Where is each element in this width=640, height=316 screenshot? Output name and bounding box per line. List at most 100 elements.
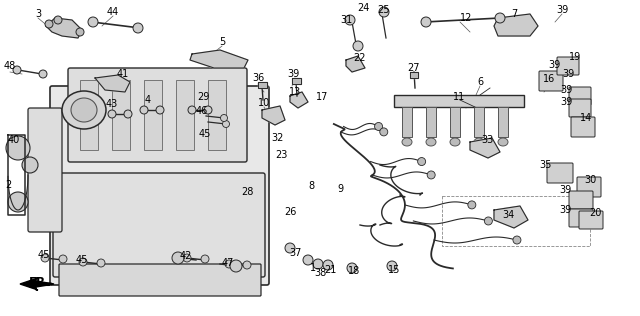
Circle shape xyxy=(345,15,355,25)
Bar xyxy=(402,107,412,137)
Polygon shape xyxy=(190,50,248,68)
Text: 10: 10 xyxy=(258,98,270,108)
FancyBboxPatch shape xyxy=(569,191,593,209)
Text: 11: 11 xyxy=(453,92,465,102)
FancyBboxPatch shape xyxy=(557,57,579,75)
Text: 21: 21 xyxy=(324,265,336,275)
Text: 3: 3 xyxy=(35,9,41,19)
Circle shape xyxy=(76,28,84,36)
Text: 25: 25 xyxy=(377,5,389,15)
FancyBboxPatch shape xyxy=(68,68,247,162)
Polygon shape xyxy=(292,78,301,84)
Text: 38: 38 xyxy=(314,268,326,278)
Polygon shape xyxy=(494,14,538,36)
Circle shape xyxy=(379,7,389,17)
Circle shape xyxy=(387,261,397,271)
Ellipse shape xyxy=(71,98,97,122)
Bar xyxy=(394,95,524,107)
Text: 42: 42 xyxy=(180,251,192,261)
Circle shape xyxy=(313,259,323,269)
Bar xyxy=(208,80,226,150)
Text: 15: 15 xyxy=(388,265,400,275)
Text: 17: 17 xyxy=(316,92,328,102)
Text: 39: 39 xyxy=(562,69,574,79)
Circle shape xyxy=(380,128,388,136)
Circle shape xyxy=(45,20,53,28)
Ellipse shape xyxy=(450,138,460,146)
Text: 31: 31 xyxy=(340,15,352,25)
Text: 2: 2 xyxy=(5,180,11,190)
Circle shape xyxy=(230,260,242,272)
Text: 4: 4 xyxy=(145,95,151,105)
Text: 45: 45 xyxy=(38,250,50,260)
Circle shape xyxy=(108,110,116,118)
Ellipse shape xyxy=(62,91,106,129)
FancyBboxPatch shape xyxy=(539,71,563,91)
Polygon shape xyxy=(290,92,308,108)
Circle shape xyxy=(188,106,196,114)
FancyBboxPatch shape xyxy=(53,173,265,277)
Circle shape xyxy=(427,171,435,179)
Bar xyxy=(498,107,508,137)
Text: 19: 19 xyxy=(569,52,581,62)
Circle shape xyxy=(133,23,143,33)
Text: 9: 9 xyxy=(337,184,343,194)
Text: 47: 47 xyxy=(222,258,234,268)
Text: 8: 8 xyxy=(308,181,314,191)
Circle shape xyxy=(513,236,521,244)
Circle shape xyxy=(79,258,87,266)
Circle shape xyxy=(418,158,426,166)
Text: 33: 33 xyxy=(481,135,493,145)
Text: 24: 24 xyxy=(357,3,369,13)
Text: 34: 34 xyxy=(502,210,514,220)
Circle shape xyxy=(156,106,164,114)
Circle shape xyxy=(124,110,132,118)
Text: 48: 48 xyxy=(4,61,16,71)
FancyArrowPatch shape xyxy=(29,282,49,288)
Text: 5: 5 xyxy=(219,37,225,47)
Circle shape xyxy=(97,259,105,267)
Text: 6: 6 xyxy=(477,77,483,87)
Bar xyxy=(474,107,484,137)
Text: 22: 22 xyxy=(353,53,365,63)
FancyBboxPatch shape xyxy=(59,264,261,296)
Text: 39: 39 xyxy=(559,205,571,215)
Text: 1: 1 xyxy=(310,263,316,273)
Text: 29: 29 xyxy=(197,92,209,102)
Text: 30: 30 xyxy=(584,175,596,185)
Text: 23: 23 xyxy=(275,150,287,160)
Text: 7: 7 xyxy=(511,9,517,19)
Text: 39: 39 xyxy=(560,97,572,107)
Circle shape xyxy=(303,255,313,265)
Text: 12: 12 xyxy=(460,13,472,23)
Text: 39: 39 xyxy=(560,85,572,95)
Circle shape xyxy=(347,263,357,273)
Bar xyxy=(450,107,460,137)
Circle shape xyxy=(353,41,363,51)
Circle shape xyxy=(221,114,227,121)
Polygon shape xyxy=(258,82,267,88)
Polygon shape xyxy=(262,106,285,125)
Circle shape xyxy=(204,106,212,114)
Text: 18: 18 xyxy=(348,266,360,276)
Circle shape xyxy=(88,17,98,27)
Text: 14: 14 xyxy=(580,113,592,123)
Bar xyxy=(426,107,436,137)
Polygon shape xyxy=(346,56,365,72)
FancyBboxPatch shape xyxy=(28,108,62,232)
Polygon shape xyxy=(46,18,82,38)
Text: 13: 13 xyxy=(289,87,301,97)
Ellipse shape xyxy=(426,138,436,146)
Polygon shape xyxy=(410,72,418,78)
Text: 45: 45 xyxy=(199,129,211,139)
Text: FR.: FR. xyxy=(29,276,51,289)
Polygon shape xyxy=(494,206,528,228)
Circle shape xyxy=(323,260,333,270)
FancyBboxPatch shape xyxy=(577,177,601,197)
Circle shape xyxy=(140,106,148,114)
Polygon shape xyxy=(20,278,54,290)
Text: 39: 39 xyxy=(559,185,571,195)
Circle shape xyxy=(8,192,28,212)
Text: 36: 36 xyxy=(252,73,264,83)
Text: 46: 46 xyxy=(196,106,208,116)
